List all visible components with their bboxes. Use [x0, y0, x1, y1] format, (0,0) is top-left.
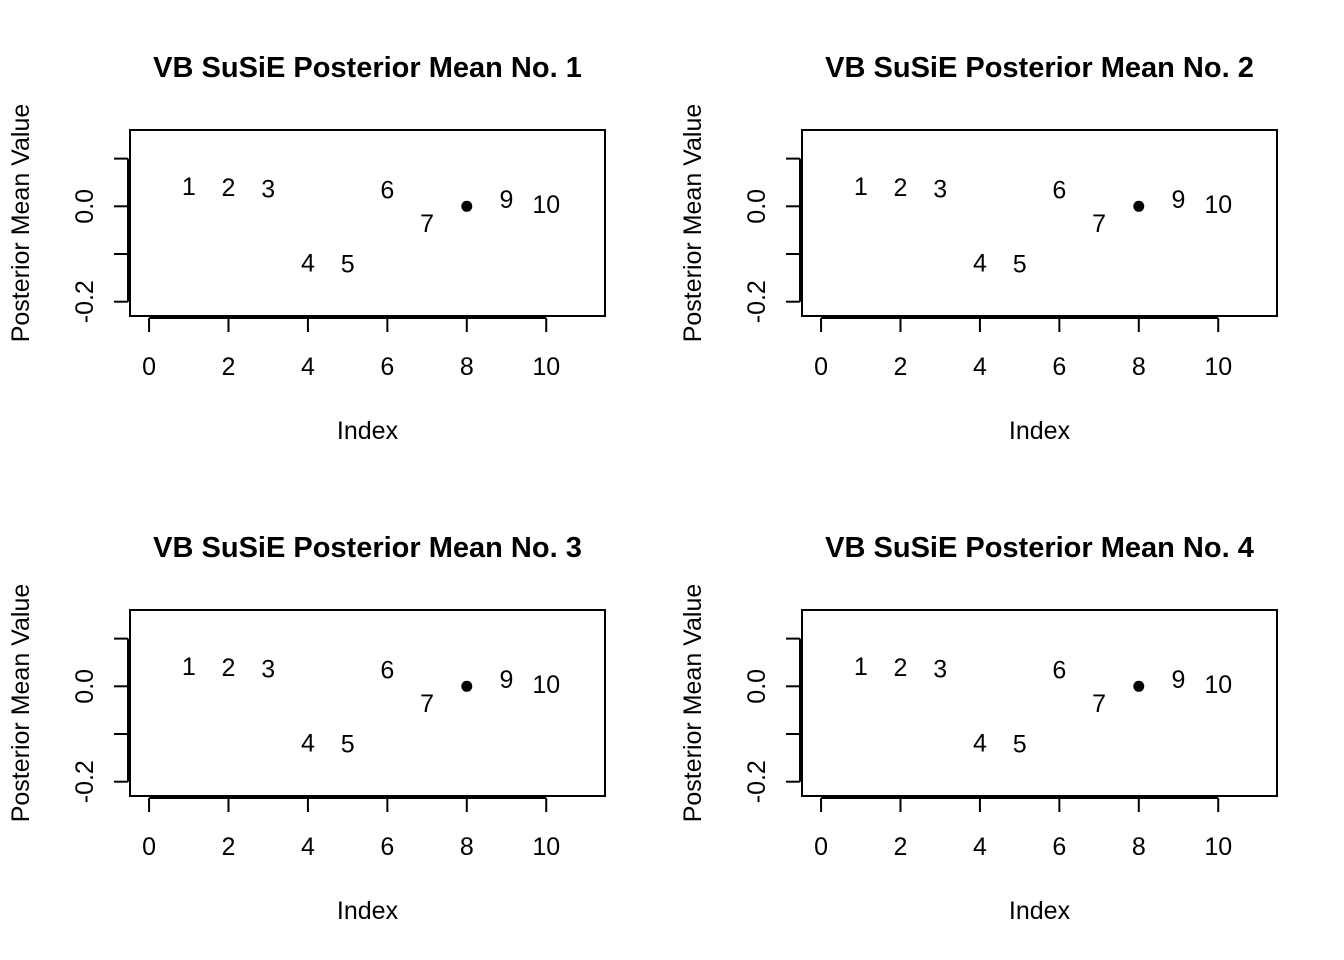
data-point-label: 1 [182, 653, 196, 681]
panel-1: VB SuSiE Posterior Mean No. 1 0 2 4 6 8 10 -0.2… [7, 52, 606, 445]
data-point-label: 4 [973, 250, 987, 278]
y-axis-label: Posterior Mean Value [679, 104, 707, 343]
data-point-label: 7 [1092, 210, 1106, 238]
chart-title: VB SuSiE Posterior Mean No. 3 [153, 532, 582, 564]
y-axis-label: Posterior Mean Value [7, 584, 35, 823]
x-tick-label: 8 [460, 353, 474, 381]
y-tick-label: 0.0 [743, 189, 771, 224]
x-tick-label: 4 [973, 353, 987, 381]
data-point-dot [1133, 200, 1145, 212]
data-point-label: 10 [1204, 671, 1232, 699]
data-point-label: 1 [854, 653, 868, 681]
data-point-label: 10 [532, 191, 560, 219]
data-point-label: 1 [182, 173, 196, 201]
data-point-label: 10 [532, 671, 560, 699]
y-tick-label: -0.2 [71, 280, 99, 323]
data-point-label: 9 [500, 666, 514, 694]
x-tick-label: 0 [814, 353, 828, 381]
x-tick-label: 2 [222, 353, 236, 381]
x-tick-label: 10 [532, 833, 560, 861]
x-tick-label: 4 [301, 353, 315, 381]
data-point-label: 7 [1092, 690, 1106, 718]
data-point-label: 1 [854, 173, 868, 201]
data-point-label: 6 [380, 177, 394, 205]
data-point-label: 7 [420, 210, 434, 238]
y-tick-label: -0.2 [743, 280, 771, 323]
plot-frame [801, 129, 1278, 317]
data-point-label: 4 [301, 250, 315, 278]
x-tick-label: 2 [222, 833, 236, 861]
data-point-label: 5 [1013, 730, 1027, 758]
x-axis-label: Index [1009, 417, 1071, 445]
chart-title: VB SuSiE Posterior Mean No. 4 [825, 532, 1254, 564]
x-tick-label: 2 [894, 833, 908, 861]
data-point-label: 5 [341, 250, 355, 278]
plot-frame [129, 609, 606, 797]
data-point-label: 2 [894, 654, 908, 682]
x-tick-label: 8 [1132, 353, 1146, 381]
x-tick-label: 2 [894, 353, 908, 381]
y-axis-label: Posterior Mean Value [7, 104, 35, 343]
data-point-dot [1133, 680, 1145, 692]
x-axis-label: Index [337, 897, 399, 925]
data-point-label: 2 [222, 174, 236, 202]
data-point-label: 4 [973, 730, 987, 758]
y-axis-label: Posterior Mean Value [679, 584, 707, 823]
x-axis-label: Index [337, 417, 399, 445]
data-point-label: 3 [933, 656, 947, 684]
data-point-label: 2 [222, 654, 236, 682]
panel-4: VB SuSiE Posterior Mean No. 4 0 2 4 6 8 10 -0.2… [679, 532, 1278, 925]
chart-title: VB SuSiE Posterior Mean No. 1 [153, 52, 582, 84]
x-tick-label: 8 [460, 833, 474, 861]
data-point-label: 5 [341, 730, 355, 758]
x-tick-label: 6 [1052, 353, 1066, 381]
x-tick-label: 0 [142, 833, 156, 861]
y-tick-label: 0.0 [71, 669, 99, 704]
data-point-label: 3 [261, 656, 275, 684]
x-tick-label: 0 [142, 353, 156, 381]
data-point-label: 7 [420, 690, 434, 718]
data-point-label: 4 [301, 730, 315, 758]
data-point-label: 6 [380, 657, 394, 685]
data-point-dot [461, 200, 473, 212]
plot-frame [801, 609, 1278, 797]
y-tick-label: -0.2 [743, 760, 771, 803]
x-tick-label: 4 [973, 833, 987, 861]
y-tick-label: -0.2 [71, 760, 99, 803]
data-point-label: 9 [1172, 666, 1186, 694]
data-point-label: 6 [1052, 657, 1066, 685]
plot-frame [129, 129, 606, 317]
x-tick-label: 10 [1204, 833, 1232, 861]
data-point-label: 9 [1172, 186, 1186, 214]
x-tick-label: 6 [380, 833, 394, 861]
x-tick-label: 6 [1052, 833, 1066, 861]
chart-title: VB SuSiE Posterior Mean No. 2 [825, 52, 1254, 84]
data-point-label: 3 [933, 176, 947, 204]
panel-2: VB SuSiE Posterior Mean No. 2 0 2 4 6 8 10 -0.2… [679, 52, 1278, 445]
panel-3: VB SuSiE Posterior Mean No. 3 0 2 4 6 8 10 -0.2… [7, 532, 606, 925]
data-point-label: 3 [261, 176, 275, 204]
y-tick-label: 0.0 [71, 189, 99, 224]
x-axis-label: Index [1009, 897, 1071, 925]
x-tick-label: 0 [814, 833, 828, 861]
data-point-label: 2 [894, 174, 908, 202]
data-point-dot [461, 680, 473, 692]
x-tick-label: 4 [301, 833, 315, 861]
y-tick-label: 0.0 [743, 669, 771, 704]
x-tick-label: 6 [380, 353, 394, 381]
data-point-label: 9 [500, 186, 514, 214]
x-tick-label: 10 [532, 353, 560, 381]
x-tick-label: 8 [1132, 833, 1146, 861]
data-point-label: 5 [1013, 250, 1027, 278]
data-point-label: 10 [1204, 191, 1232, 219]
x-tick-label: 10 [1204, 353, 1232, 381]
data-point-label: 6 [1052, 177, 1066, 205]
